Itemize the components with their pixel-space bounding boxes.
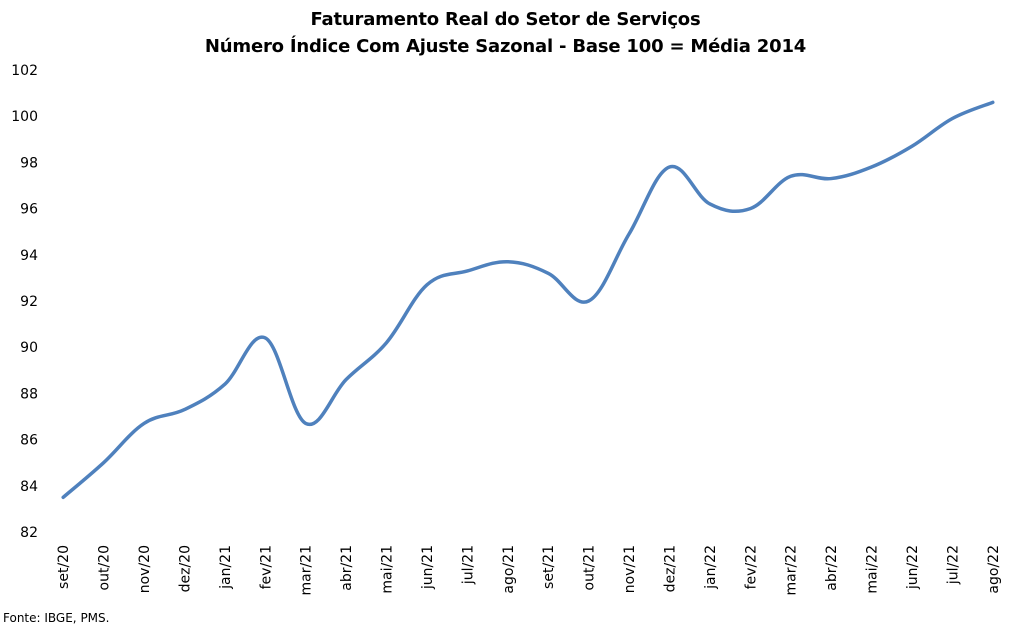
x-tick-label: mai/22 <box>865 545 881 594</box>
series-line <box>61 100 995 500</box>
data-point <box>587 299 591 303</box>
x-tick-label: jul/22 <box>945 545 961 585</box>
data-point <box>102 461 106 465</box>
x-tick-label: dez/20 <box>177 545 193 592</box>
data-point <box>870 165 874 169</box>
data-point <box>506 260 510 264</box>
y-tick-label: 92 <box>20 294 38 310</box>
x-tick-label: nov/20 <box>137 545 153 593</box>
x-tick-label: jan/22 <box>703 545 719 590</box>
x-tick-label: nov/21 <box>622 545 638 593</box>
data-point <box>950 117 954 121</box>
x-tick-label: mar/22 <box>784 545 800 596</box>
data-point <box>142 421 146 425</box>
x-tick-label: set/21 <box>541 545 557 589</box>
data-point <box>182 408 186 412</box>
x-tick-label: ago/21 <box>501 545 517 594</box>
y-tick-label: 98 <box>20 155 38 171</box>
x-tick-label: abr/21 <box>339 545 355 591</box>
x-tick-label: fev/21 <box>258 545 274 589</box>
data-point <box>708 202 712 206</box>
data-point <box>991 100 995 104</box>
data-point <box>829 177 833 181</box>
series-layer <box>61 100 995 500</box>
data-point <box>263 336 267 340</box>
data-point <box>304 421 308 425</box>
x-tick-label: jan/21 <box>218 545 234 590</box>
data-point <box>465 269 469 273</box>
y-tick-label: 90 <box>20 340 38 356</box>
y-tick-label: 100 <box>11 109 38 125</box>
chart-title-block: Faturamento Real do Setor de Serviços Nú… <box>0 6 1011 60</box>
x-tick-label: fev/22 <box>743 545 759 589</box>
chart-subtitle: Número Índice Com Ajuste Sazonal - Base … <box>204 36 807 57</box>
y-tick-label: 96 <box>20 202 38 218</box>
data-point <box>61 495 65 499</box>
x-tick-label: jun/22 <box>905 545 921 590</box>
x-tick-label: mai/21 <box>380 545 396 594</box>
x-tick-label: jun/21 <box>420 545 436 590</box>
data-point <box>385 341 389 345</box>
data-point <box>627 232 631 236</box>
y-tick-label: 84 <box>20 479 38 495</box>
data-point <box>667 165 671 169</box>
data-point <box>910 144 914 148</box>
x-tick-label: jul/21 <box>460 545 476 585</box>
data-point <box>223 382 227 386</box>
y-tick-label: 82 <box>20 525 38 541</box>
x-tick-label: dez/21 <box>662 545 678 592</box>
data-point <box>546 271 550 275</box>
x-tick-label: set/20 <box>56 545 72 589</box>
x-tick-label: ago/22 <box>986 545 1002 594</box>
data-point <box>789 174 793 178</box>
source-note: Fonte: IBGE, PMS. <box>3 611 110 625</box>
x-tick-label: mar/21 <box>299 545 315 596</box>
chart-title: Faturamento Real do Setor de Serviços <box>310 9 701 30</box>
y-tick-label: 86 <box>20 433 38 449</box>
x-tick-label: out/21 <box>582 545 598 590</box>
data-point <box>344 378 348 382</box>
data-point <box>748 207 752 211</box>
data-point <box>425 283 429 287</box>
y-axis: 82 84 86 88 90 92 94 96 98 100 102 <box>11 63 38 541</box>
y-tick-label: 88 <box>20 386 38 402</box>
x-tick-label: out/20 <box>97 545 113 590</box>
y-tick-label: 94 <box>20 248 38 264</box>
x-tick-label: abr/22 <box>824 545 840 591</box>
x-axis: set/20 out/20 nov/20 dez/20 jan/21 fev/21 mar/… <box>56 545 1002 596</box>
y-tick-label: 102 <box>11 63 38 79</box>
